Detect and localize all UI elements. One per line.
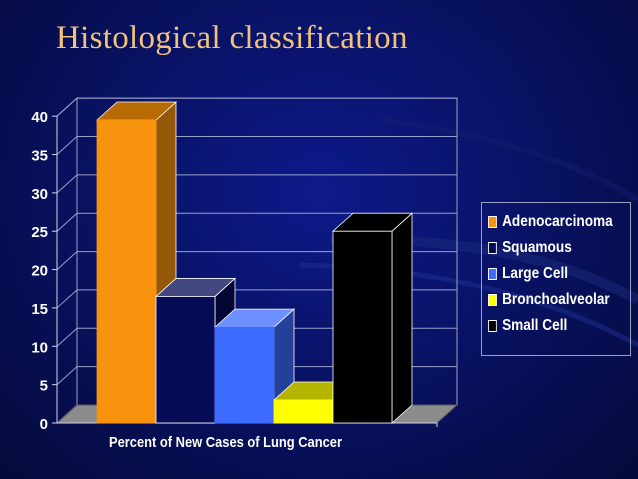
legend-label: Small Cell bbox=[502, 317, 568, 334]
gridline bbox=[56, 97, 457, 117]
x-axis-label: Percent of New Cases of Lung Cancer bbox=[109, 434, 342, 451]
gridlines bbox=[56, 97, 457, 386]
legend-label: Large Cell bbox=[502, 265, 569, 282]
y-tick-label: 5 bbox=[40, 378, 48, 395]
y-axis: 0 5 10 15 20 25 30 35 40 bbox=[31, 109, 58, 433]
bar-front bbox=[214, 326, 275, 424]
legend-item: Adenocarcinoma bbox=[488, 209, 613, 235]
legend: Adenocarcinoma Squamous Large Cell Bronchoa… bbox=[481, 202, 631, 356]
legend-swatch bbox=[488, 216, 497, 228]
gridline bbox=[56, 327, 457, 347]
bar-front bbox=[96, 119, 157, 424]
legend-swatch bbox=[488, 294, 497, 306]
gridline bbox=[56, 366, 457, 386]
chart-title: Histological classification bbox=[56, 20, 408, 56]
gridline bbox=[56, 174, 457, 194]
y-tick-label: 40 bbox=[31, 109, 48, 126]
y-tick-label: 35 bbox=[31, 148, 48, 165]
y-tick-label: 20 bbox=[31, 263, 48, 280]
legend-item: Small Cell bbox=[488, 313, 613, 339]
legend-swatch bbox=[488, 242, 497, 254]
bars bbox=[95, 101, 414, 424]
legend-swatch bbox=[488, 268, 497, 280]
gridline bbox=[56, 212, 457, 232]
bar-front bbox=[155, 296, 216, 424]
bar-front bbox=[273, 399, 334, 424]
y-tick-label: 10 bbox=[31, 339, 48, 356]
gridline bbox=[56, 136, 457, 155]
legend-label: Squamous bbox=[502, 239, 572, 256]
legend-item: Large Cell bbox=[488, 261, 613, 287]
y-tick-label: 30 bbox=[31, 186, 48, 203]
y-tick-label: 25 bbox=[31, 224, 48, 241]
bar-small-cell bbox=[331, 212, 414, 424]
y-tick-label: 15 bbox=[31, 301, 48, 318]
y-tick-label: 0 bbox=[40, 416, 48, 433]
gridline bbox=[56, 251, 457, 270]
legend-label: Bronchoalveolar bbox=[502, 291, 610, 308]
bar-side bbox=[391, 212, 413, 424]
bar-front bbox=[332, 230, 393, 424]
legend-label: Adenocarcinoma bbox=[502, 213, 613, 230]
legend-swatch bbox=[488, 320, 497, 332]
gridline bbox=[56, 289, 457, 309]
legend-item: Bronchoalveolar bbox=[488, 287, 613, 313]
legend-item: Squamous bbox=[488, 235, 613, 261]
